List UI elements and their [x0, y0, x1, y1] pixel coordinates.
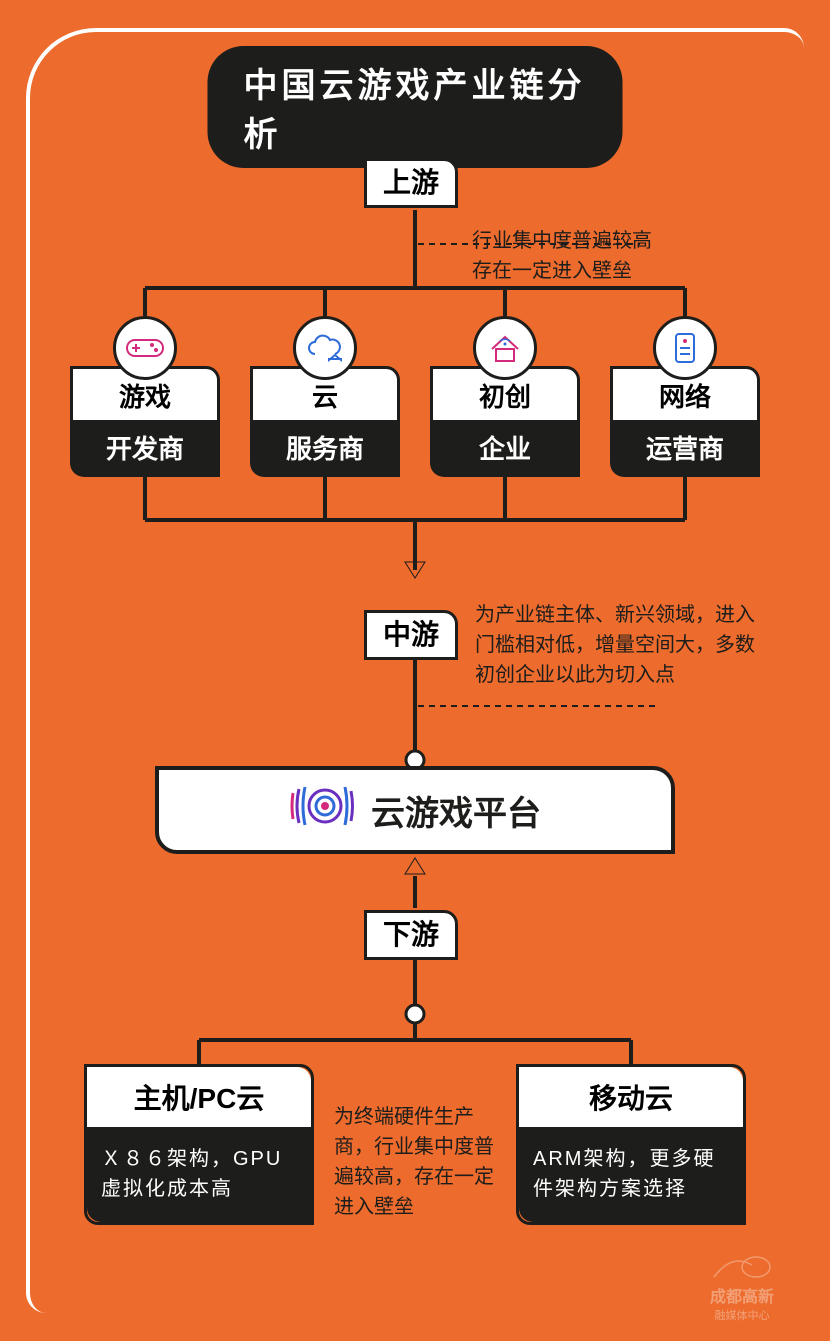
downstream-desc: ARM架构，更多硬件架构方案选择 — [519, 1130, 743, 1222]
watermark-line2: 融媒体中心 — [715, 1307, 770, 1323]
downstream-title: 主机/PC云 — [87, 1067, 311, 1130]
note-downstream: 为终端硬件生产商，行业集中度普遍较高，存在一定进入壁垒 — [334, 1102, 500, 1222]
smart-home-icon — [473, 316, 537, 380]
downstream-box-pc: 主机/PC云 Ｘ８６架构，GPU虚拟化成本高 — [84, 1064, 314, 1225]
watermark: 成都高新 融媒体中心 — [672, 1243, 812, 1323]
connector-downstream — [0, 0, 830, 1200]
downstream-desc: Ｘ８６架构，GPU虚拟化成本高 — [87, 1130, 311, 1222]
server-icon — [653, 316, 717, 380]
gamepad-icon — [113, 316, 177, 380]
cloud-house-icon — [293, 316, 357, 380]
section-tag-downstream: 下游 — [364, 910, 458, 960]
infographic-canvas: 中国云游戏产业链分析 上游 行业集中度普遍较高 存在一定进入壁垒 游戏 开发商 — [0, 0, 830, 1341]
watermark-line1: 成都高新 — [710, 1283, 774, 1307]
downstream-title: 移动云 — [519, 1067, 743, 1130]
downstream-box-mobile: 移动云 ARM架构，更多硬件架构方案选择 — [516, 1064, 746, 1225]
